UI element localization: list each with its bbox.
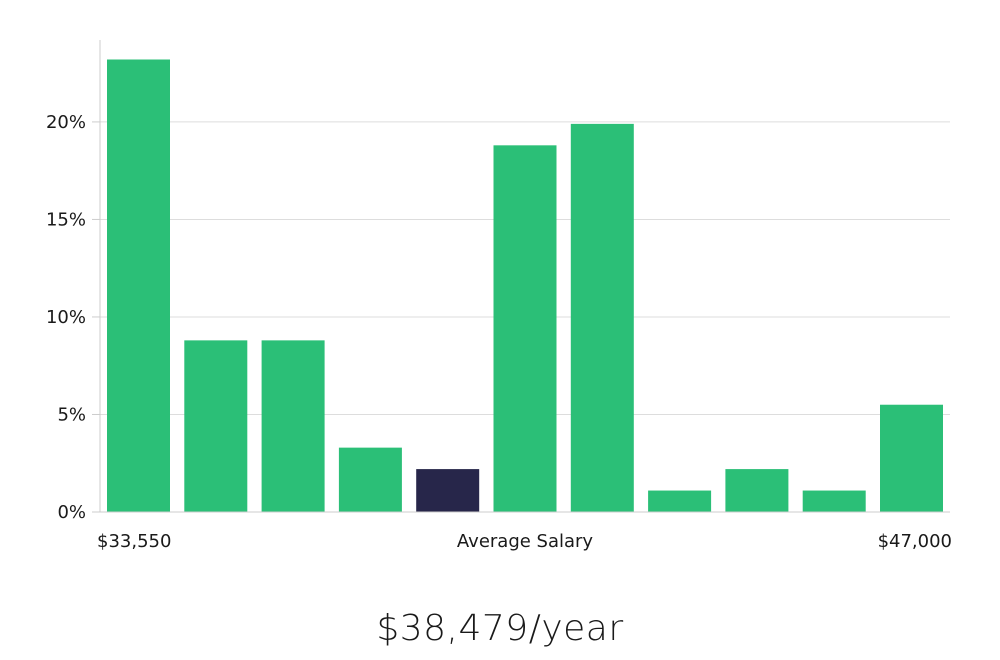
y-tick-label: 10%: [46, 307, 86, 328]
bar: [107, 59, 170, 513]
bar: [570, 123, 634, 512]
salary-histogram-chart: 0% 5% 10% 15% 20% $33,550 Average Salary $47…: [46, 40, 952, 552]
bar: [725, 469, 789, 512]
bar: [880, 404, 943, 512]
bar: [648, 490, 712, 512]
bar: [802, 490, 866, 512]
y-tick-label: 5%: [57, 404, 86, 425]
bar: [493, 145, 557, 512]
x-max-label: $47,000: [878, 531, 952, 552]
bar: [338, 447, 402, 512]
y-axis-ticks: 0% 5% 10% 15% 20%: [46, 112, 100, 523]
y-tick-label: 0%: [57, 502, 86, 523]
x-axis-label: Average Salary: [457, 531, 594, 552]
bars: [107, 59, 943, 513]
x-min-label: $33,550: [97, 531, 171, 552]
y-tick-label: 20%: [46, 112, 86, 133]
average-salary-value: $38,479/year: [376, 608, 624, 649]
bar: [261, 340, 325, 512]
bar: [184, 340, 248, 512]
y-tick-label: 15%: [46, 209, 86, 230]
bar-highlighted: [416, 469, 480, 512]
